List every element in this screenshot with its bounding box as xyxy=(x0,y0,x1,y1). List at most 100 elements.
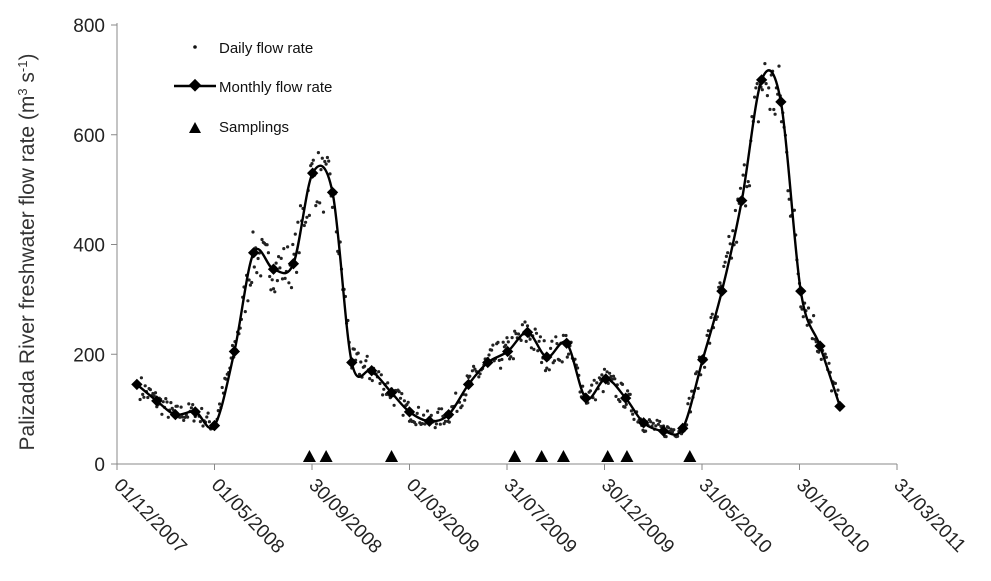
daily-point xyxy=(756,120,761,124)
daily-point xyxy=(765,94,770,98)
legend-daily-label: Daily flow rate xyxy=(219,40,313,57)
daily-point xyxy=(542,339,546,343)
daily-point xyxy=(314,204,318,208)
daily-point xyxy=(623,405,627,409)
daily-point xyxy=(555,342,559,346)
daily-point xyxy=(523,320,527,324)
daily-point xyxy=(706,329,711,333)
monthly-point xyxy=(247,247,260,259)
daily-point xyxy=(552,359,557,363)
y-tick-label: 0 xyxy=(94,455,105,476)
daily-point xyxy=(153,391,158,395)
y-tick-label: 600 xyxy=(73,126,105,147)
daily-point xyxy=(363,364,367,368)
daily-point xyxy=(513,329,517,333)
daily-point xyxy=(715,315,720,319)
daily-point xyxy=(763,62,767,66)
daily-point xyxy=(764,82,768,86)
monthly-point xyxy=(795,285,807,297)
daily-point xyxy=(377,370,381,374)
monthly-point xyxy=(131,378,143,391)
daily-point xyxy=(703,365,707,369)
daily-point xyxy=(416,405,421,409)
daily-point xyxy=(252,265,256,269)
daily-point xyxy=(402,399,406,403)
daily-point xyxy=(311,158,315,162)
x-tick-label: 31/05/2010 xyxy=(694,475,775,558)
monthly-point xyxy=(696,354,709,366)
daily-point xyxy=(760,88,764,92)
daily-point xyxy=(392,403,396,407)
daily-point xyxy=(148,388,152,392)
daily-point xyxy=(364,359,368,363)
daily-point xyxy=(169,401,173,405)
daily-point xyxy=(524,339,528,343)
daily-point xyxy=(626,389,630,393)
daily-point xyxy=(558,358,562,362)
daily-point xyxy=(443,419,447,423)
daily-point xyxy=(179,405,183,409)
daily-point xyxy=(747,184,752,188)
daily-point xyxy=(164,397,168,401)
daily-point xyxy=(255,271,259,275)
sampling-marker xyxy=(535,450,549,462)
daily-point xyxy=(198,420,202,424)
monthly-point xyxy=(814,340,826,352)
daily-point xyxy=(611,374,616,378)
x-tick-label: 30/10/2010 xyxy=(792,475,873,558)
daily-point xyxy=(629,409,634,413)
y-tick-label: 800 xyxy=(73,16,105,37)
daily-point xyxy=(433,426,437,430)
legend-samplings-label: Samplings xyxy=(219,119,289,136)
daily-point xyxy=(501,340,505,344)
daily-point xyxy=(806,306,811,310)
daily-point xyxy=(187,402,191,406)
daily-point xyxy=(567,352,571,356)
daily-point xyxy=(278,266,282,270)
monthly-point xyxy=(423,415,436,427)
daily-point xyxy=(519,338,523,342)
daily-point xyxy=(251,230,255,234)
daily-point xyxy=(256,256,260,261)
daily-point xyxy=(745,185,749,189)
daily-point xyxy=(470,369,474,373)
daily-point xyxy=(143,384,147,388)
daily-point xyxy=(282,247,286,251)
daily-point xyxy=(287,281,291,285)
daily-point xyxy=(656,422,661,426)
daily-point xyxy=(819,357,823,361)
monthly-point xyxy=(267,263,280,275)
sampling-marker xyxy=(319,450,333,462)
daily-point xyxy=(609,374,613,379)
daily-point xyxy=(382,387,386,391)
daily-point xyxy=(401,413,405,417)
daily-point xyxy=(754,86,758,90)
monthly-point xyxy=(501,345,514,358)
sampling-marker xyxy=(302,450,316,462)
daily-point xyxy=(728,242,732,246)
daily-point xyxy=(723,260,727,264)
daily-point xyxy=(805,323,809,327)
daily-point xyxy=(472,364,476,368)
daily-point xyxy=(460,404,464,408)
daily-point xyxy=(836,388,840,392)
daily-point xyxy=(269,288,273,292)
daily-point xyxy=(146,395,150,400)
daily-point xyxy=(320,156,324,160)
daily-point xyxy=(830,389,834,393)
daily-point xyxy=(189,406,193,410)
y-tick-label: 200 xyxy=(73,345,105,366)
daily-point xyxy=(520,323,525,327)
daily-point xyxy=(510,336,514,340)
monthly-point xyxy=(169,408,182,421)
daily-point xyxy=(315,200,319,204)
daily-point xyxy=(696,386,700,390)
daily-point xyxy=(415,411,419,415)
daily-point xyxy=(478,372,482,376)
daily-point xyxy=(325,155,329,160)
monthly-point xyxy=(560,337,573,349)
sampling-marker xyxy=(508,450,522,462)
daily-point xyxy=(605,370,609,374)
daily-point xyxy=(777,64,781,68)
daily-point xyxy=(614,394,618,398)
